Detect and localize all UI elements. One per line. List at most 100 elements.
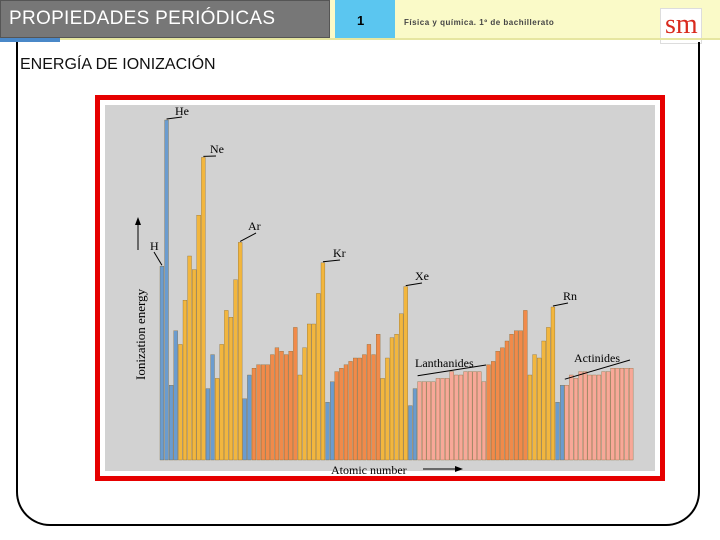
header-title: PROPIEDADES PERIÓDICAS: [9, 8, 276, 29]
header-accent-strip: [0, 38, 60, 42]
bar-z102: [624, 368, 629, 461]
bar-z40: [339, 368, 344, 461]
bar-z54: [403, 286, 408, 461]
leader-line-z1: [153, 251, 163, 266]
bar-z86: [550, 306, 556, 461]
bar-z74: [495, 351, 500, 461]
bar-z84: [541, 340, 546, 461]
bar-z43: [353, 357, 358, 461]
bar-z70: [477, 371, 482, 461]
annotation-he: He: [175, 104, 189, 118]
bar-z51: [389, 337, 395, 461]
annotation-actinides: Actinides: [574, 351, 620, 365]
bar-z66: [458, 374, 464, 461]
bar-z80: [523, 310, 528, 461]
bar-z7: [187, 255, 192, 461]
bar-z82: [532, 354, 537, 461]
content-frame: [16, 42, 700, 526]
group-arrow-z89: [564, 359, 631, 380]
leader-line-z86: [552, 302, 569, 307]
bar-z59: [426, 381, 431, 461]
bar-z56: [412, 388, 418, 461]
bar-z16: [228, 317, 234, 461]
bar-z65: [454, 374, 459, 461]
bar-z13: [215, 378, 220, 461]
bar-z93: [583, 371, 588, 461]
bar-z61: [435, 378, 441, 461]
bar-z4: [173, 330, 178, 461]
leader-line-z36: [322, 259, 341, 263]
bar-z22: [256, 364, 261, 461]
bar-z81: [527, 374, 533, 461]
y-axis-label: Ionization energy: [133, 288, 148, 380]
bar-z18: [238, 242, 243, 461]
bar-z21: [251, 368, 257, 461]
bar-z6: [182, 300, 188, 461]
bar-z77: [509, 334, 514, 461]
bar-z10: [201, 157, 206, 461]
sm-logo-text: sm: [665, 9, 698, 40]
bar-z62: [440, 378, 445, 461]
bar-z28: [284, 354, 289, 461]
bar-z12: [210, 354, 215, 461]
bar-z101: [619, 368, 625, 461]
bar-z92: [578, 371, 583, 461]
bar-z3: [169, 385, 174, 461]
bar-z95: [592, 374, 597, 461]
bar-z11: [205, 388, 211, 461]
bar-z46: [366, 344, 372, 461]
x-axis-arrow-icon: [423, 466, 463, 472]
bar-z42: [348, 361, 353, 461]
bar-z34: [311, 323, 316, 461]
bar-z17: [233, 279, 238, 461]
bar-z47: [371, 354, 376, 461]
header-divider: [60, 38, 720, 40]
bar-z69: [472, 371, 477, 461]
bar-z20: [247, 374, 252, 461]
bar-z31: [297, 374, 303, 461]
bar-z87: [555, 402, 560, 461]
bar-z71: [481, 381, 487, 461]
annotation-xe: Xe: [415, 269, 429, 283]
bar-z64: [449, 371, 454, 461]
bar-z85: [546, 327, 551, 461]
bar-z79: [518, 330, 523, 461]
bar-z100: [615, 368, 620, 461]
bar-z94: [587, 374, 592, 461]
bar-z24: [265, 364, 270, 461]
leader-line-z54: [405, 282, 423, 287]
annotation-ne: Ne: [210, 142, 224, 156]
bar-z48: [376, 334, 381, 461]
bar-z35: [316, 293, 321, 461]
bar-z5: [178, 344, 183, 461]
bar-z96: [596, 374, 602, 461]
bar-z99: [610, 368, 615, 461]
y-axis-arrow-icon: [135, 217, 141, 250]
chart-frame: Ionization energy Atomic number He Ne Ar…: [95, 95, 665, 481]
bar-z25: [270, 354, 275, 461]
bar-z30: [293, 327, 298, 461]
sm-logo: sm: [660, 8, 702, 44]
bar-z53: [399, 313, 404, 461]
bar-z73: [491, 361, 496, 461]
section-title: ENERGÍA DE IONIZACIÓN: [20, 56, 216, 73]
bar-z91: [573, 378, 579, 461]
bar-z19: [242, 398, 247, 461]
bar-z57: [417, 381, 422, 461]
bar-z75: [500, 347, 505, 461]
bar-z63: [445, 378, 450, 461]
annotation-lanthanides: Lanthanides: [415, 356, 474, 370]
course-label: Física y química. 1º de bachillerato: [404, 18, 555, 27]
bar-z68: [468, 371, 473, 461]
bar-z27: [279, 351, 284, 461]
bar-z1: [159, 266, 165, 461]
leader-line-z2: [166, 116, 183, 120]
leader-line-z18: [239, 232, 257, 242]
bar-z60: [431, 381, 436, 461]
group-arrow-z57: [417, 364, 487, 377]
bar-z83: [537, 357, 542, 461]
bar-z9: [196, 215, 201, 461]
header-title-box: PROPIEDADES PERIÓDICAS: [0, 0, 330, 38]
bar-z41: [343, 364, 349, 461]
unit-number-box: 1: [335, 0, 395, 38]
